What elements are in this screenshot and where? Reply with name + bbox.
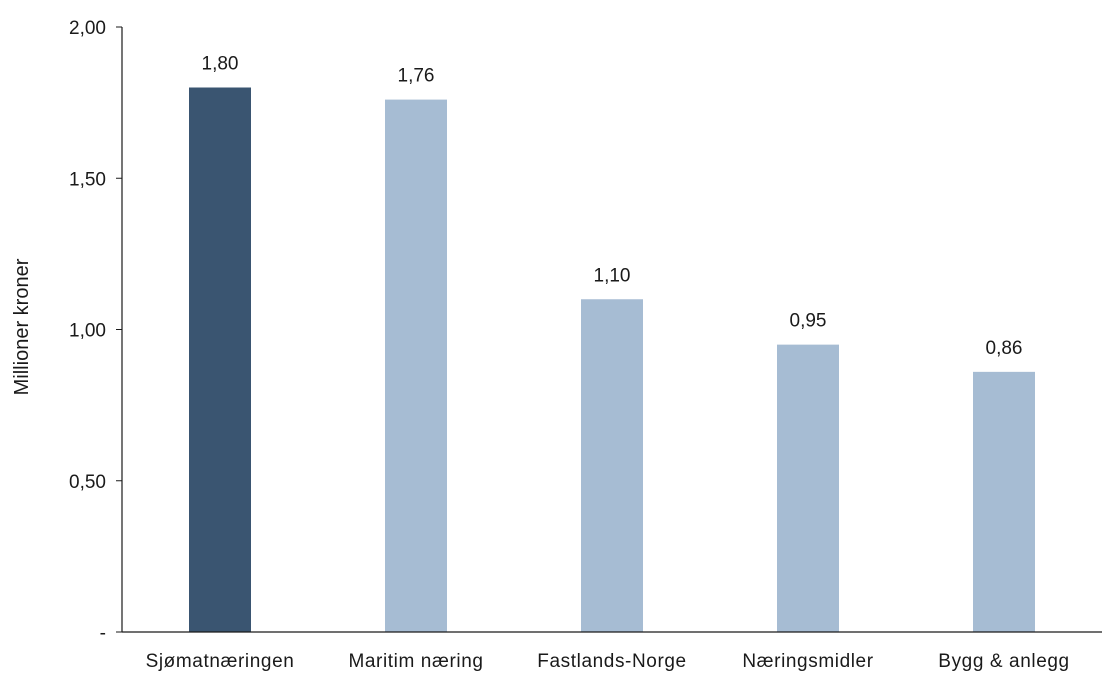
data-label: 0,95: [790, 311, 827, 332]
y-tick-label: 1,00: [69, 321, 106, 342]
y-tick-label: -: [100, 623, 106, 644]
x-category-label: Næringsmidler: [742, 651, 873, 672]
bar: [581, 299, 643, 632]
x-category-label: Bygg & anlegg: [938, 651, 1069, 672]
bar: [777, 344, 839, 632]
x-category-label: Maritim næring: [348, 651, 483, 672]
data-label: 1,76: [398, 66, 435, 87]
data-label: 1,80: [202, 54, 239, 75]
data-label: 0,86: [986, 338, 1023, 359]
bar: [385, 99, 447, 633]
y-tick-label: 2,00: [69, 18, 106, 39]
data-labels: 1,80 1,76 1,10 0,95 0,86: [202, 54, 1023, 359]
axes: [121, 27, 1102, 633]
y-axis-title: Millioner kroner: [11, 258, 33, 395]
bar: [973, 371, 1035, 632]
y-tick-label: 0,50: [69, 472, 106, 493]
y-axis-ticks: - 0,50 1,00 1,50 2,00: [69, 18, 122, 644]
y-tick-label: 1,50: [69, 169, 106, 190]
bars: [189, 87, 1035, 633]
x-category-label: Sjømatnæringen: [146, 651, 295, 672]
x-category-label: Fastlands-Norge: [537, 651, 686, 672]
bar: [189, 87, 251, 632]
x-axis-category-labels: Sjømatnæringen Maritim næring Fastlands-No…: [146, 651, 1070, 672]
data-label: 1,10: [594, 265, 631, 286]
